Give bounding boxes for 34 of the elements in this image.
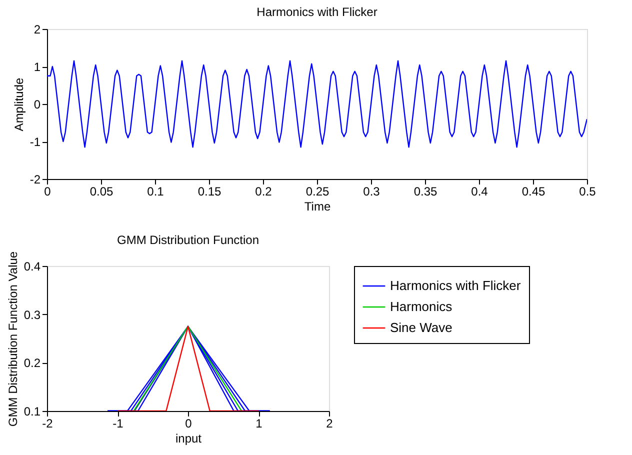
- y-tick-label: 0.2: [24, 356, 41, 370]
- y-tick-label: 0.1: [24, 404, 41, 418]
- legend-label: Sine Wave: [390, 320, 452, 335]
- x-tick-label: 0.35: [414, 184, 438, 198]
- y-tick-label: -1: [30, 135, 41, 149]
- y-axis-title: Amplitude: [12, 78, 26, 132]
- y-tick-label: 2: [34, 22, 41, 36]
- chart-title: Harmonics with Flicker: [256, 5, 378, 19]
- legend-label: Harmonics with Flicker: [390, 278, 522, 293]
- x-tick-label: 0.5: [579, 184, 596, 198]
- x-axis-title: Time: [304, 200, 331, 214]
- y-tick-label: 0.4: [24, 260, 41, 274]
- x-tick-label: 0: [44, 184, 52, 198]
- x-tick-label: 0.2: [255, 184, 272, 198]
- x-tick-label: -2: [42, 416, 54, 430]
- x-tick-label: 2: [326, 416, 334, 430]
- x-tick-label: 0.1: [147, 184, 164, 198]
- x-tick-label: 0.25: [306, 184, 330, 198]
- x-tick-label: 0.4: [471, 184, 488, 198]
- x-tick-label: 0.45: [522, 184, 546, 198]
- x-tick-label: 0.3: [363, 184, 380, 198]
- x-tick-label: 0.15: [198, 184, 222, 198]
- x-axis-title: input: [175, 432, 202, 446]
- x-tick-label: 0.05: [90, 184, 114, 198]
- y-tick-label: 0: [34, 98, 41, 112]
- y-axis-title: GMM Distribution Function Value: [6, 251, 20, 427]
- y-tick-label: 1: [34, 60, 41, 74]
- chart-title: GMM Distribution Function: [116, 232, 260, 247]
- x-tick-label: -1: [112, 416, 124, 430]
- legend-label: Harmonics: [390, 299, 453, 314]
- x-tick-label: 1: [256, 416, 263, 430]
- x-tick-label: 0: [185, 416, 192, 430]
- y-tick-label: 0.3: [24, 308, 41, 322]
- y-tick-label: -2: [30, 172, 41, 186]
